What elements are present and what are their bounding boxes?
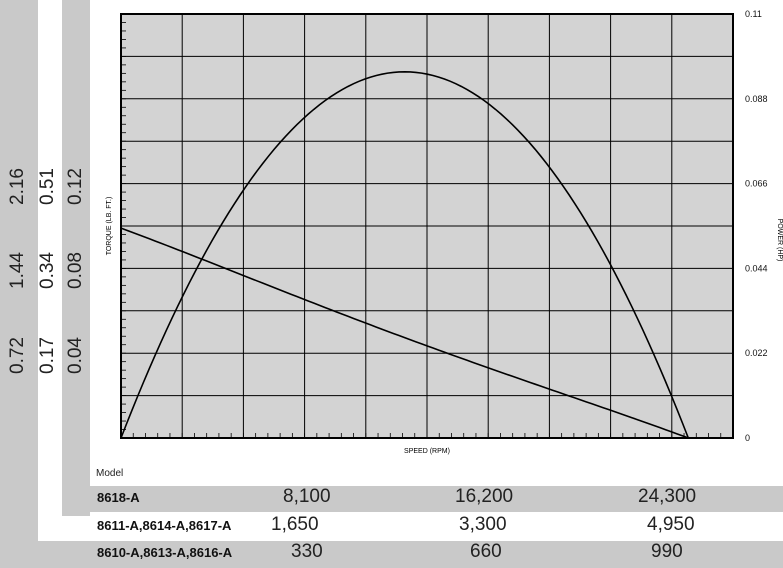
table-header-model: Model	[96, 468, 124, 479]
row-1-value-2: 16,200	[455, 486, 514, 507]
power-tick-label: 0.044	[745, 263, 768, 273]
power-curve	[120, 71, 690, 439]
row-1-value-1: 8,100	[283, 486, 331, 507]
row-3-value-3: 990	[651, 541, 683, 562]
y-axis-label: TORQUE (LB. FT.)	[106, 197, 113, 256]
row-3-value-2: 660	[470, 541, 502, 562]
row-2-value-2: 3,300	[459, 514, 507, 535]
power-tick-label: 0.11	[745, 9, 762, 19]
row-1-value-3: 24,300	[638, 486, 697, 507]
power-tick-label: 0.066	[745, 179, 768, 189]
x-axis-label: SPEED (RPM)	[404, 448, 450, 455]
row-2-value-3: 4,950	[647, 514, 695, 535]
torque-curve	[120, 227, 689, 439]
row-3-value-1: 330	[291, 541, 323, 562]
row-2-model: 8611-A,8614-A,8617-A	[97, 518, 232, 533]
power-tick-label: 0	[745, 433, 750, 443]
row-1-model: 8618-A	[97, 490, 140, 505]
row-band-3	[0, 541, 783, 568]
plot-frame	[120, 13, 734, 439]
row-band-1	[90, 486, 783, 512]
band-left-mid	[62, 0, 90, 516]
y2-axis-label: POWER (HP)	[776, 219, 783, 262]
band-left-outer	[0, 0, 38, 568]
power-tick-label: 0.088	[745, 94, 768, 104]
row-2-value-1: 1,650	[271, 514, 319, 535]
row-3-model: 8610-A,8613-A,8616-A	[97, 545, 233, 560]
grid-lines	[121, 14, 733, 438]
power-tick-label: 0.022	[745, 348, 768, 358]
power-tick-labels: 0.11 0.088 0.066 0.044 0.022 0	[745, 9, 768, 443]
